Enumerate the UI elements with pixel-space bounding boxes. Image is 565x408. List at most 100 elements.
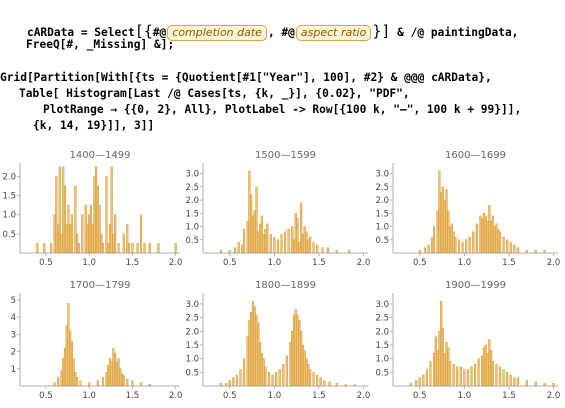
y-tick-label: 5	[11, 296, 16, 306]
x-tick-label: 1.5	[126, 258, 140, 268]
histogram-bar	[219, 383, 222, 387]
y-tick-label: 2	[11, 348, 16, 358]
histogram-bar	[110, 166, 113, 254]
x-tick-label: 0.5	[413, 258, 427, 268]
histogram-bar	[140, 214, 143, 254]
histogram-bar	[292, 239, 296, 254]
histogram-bar	[506, 239, 509, 254]
x-tick-label: 0.5	[39, 391, 53, 401]
histogram-bar	[264, 366, 267, 387]
histogram-bar	[72, 358, 75, 387]
histogram-bar	[438, 331, 441, 387]
histogram-bar	[119, 368, 122, 387]
histogram-bar	[436, 350, 439, 387]
histogram-bar	[459, 366, 462, 387]
histogram-bar	[56, 377, 60, 387]
code-line-6[interactable]: {k, 14, 19}]], 3]]	[33, 119, 155, 132]
histogram-bar	[122, 375, 125, 387]
y-tick-label: 1.5	[2, 192, 16, 202]
histogram-bar	[475, 223, 478, 254]
histogram-bar	[506, 372, 509, 387]
histogram-bar	[484, 344, 487, 387]
x-tick-label: 1.5	[502, 391, 516, 401]
histogram-bar	[415, 380, 418, 387]
histogram-bar	[495, 363, 498, 387]
code-line-1[interactable]: cARData = Select[{#@ completion date, #@ a…	[26, 22, 519, 41]
histogram-panel: 1800—1899 0.5 1.0 1.5 2.0 0.5 1.0 1.5 2.0 2.5 3.0	[185, 280, 370, 401]
histogram-bar	[235, 374, 238, 387]
code-line-5[interactable]: PlotRange → {{0, 2}, All}, PlotLabel -> …	[43, 103, 522, 116]
histogram-bar	[108, 224, 112, 254]
histogram-bar	[328, 381, 331, 387]
y-tick-label: 1.0	[375, 223, 389, 233]
histogram-bar	[484, 215, 487, 254]
histogram-bar	[301, 344, 304, 387]
histogram-bar	[257, 322, 260, 387]
histogram-bar	[55, 176, 58, 254]
histogram-bar	[434, 336, 437, 387]
histogram-bar	[276, 239, 280, 254]
histogram-bar	[126, 378, 129, 387]
y-tick-label: 0.5	[185, 236, 199, 246]
histogram-bar	[294, 213, 297, 254]
code-line-3[interactable]: Grid[Partition[With[{ts = {Quotient[#1["…	[0, 71, 492, 84]
histogram-bar	[114, 353, 117, 387]
histogram-bar	[70, 214, 73, 254]
histogram-bar	[292, 314, 296, 387]
histogram-bar	[445, 189, 448, 254]
histogram-bar	[447, 347, 450, 387]
histogram-bar	[89, 204, 92, 254]
y-tick-label: 1.5	[185, 341, 199, 351]
x-tick-label: 1.0	[268, 258, 282, 268]
histogram-bar	[491, 361, 494, 387]
histogram-bar	[228, 380, 231, 387]
histogram-bar	[74, 185, 77, 254]
histogram-bar	[516, 377, 519, 387]
panel-title: 1700—1799	[70, 280, 131, 291]
y-tick-label: 1	[11, 365, 16, 375]
entity-chip-aspect-ratio[interactable]: aspect ratio	[295, 25, 372, 41]
histogram-bar	[140, 382, 143, 387]
histogram-bar	[461, 242, 464, 254]
histogram-bar	[62, 358, 65, 387]
histogram-bar	[543, 383, 546, 387]
histogram-bar	[454, 236, 457, 254]
histogram-bar	[107, 243, 110, 254]
histogram-bar	[257, 231, 260, 254]
histogram-bar	[490, 350, 493, 387]
panel-title: 1800—1899	[255, 280, 316, 291]
histogram-bar	[105, 176, 108, 254]
histogram-bar	[246, 336, 249, 387]
code-text: #@	[152, 26, 167, 39]
histogram-bar	[126, 224, 129, 254]
histogram-bar	[79, 380, 82, 387]
histogram-bar	[525, 380, 528, 387]
entity-chip-completion-date[interactable]: completion date	[167, 25, 267, 41]
histogram-bar	[69, 224, 72, 254]
y-tick-label: 1.0	[2, 211, 16, 221]
code-line-4[interactable]: Table[ Histogram[Last /@ Cases[ts, {k, _…	[19, 87, 410, 100]
histogram-bar	[157, 243, 160, 254]
histogram-bar	[43, 243, 46, 254]
histogram-bar	[307, 239, 310, 254]
histogram-bar	[296, 218, 299, 254]
histogram-bar	[481, 355, 484, 387]
histogram-bar	[498, 366, 502, 387]
histogram-panel: 1600—1699 0.5 1.0 1.5 2.0 0.5 1.0 1.5 2.0 2.5 3.0	[375, 150, 560, 268]
histogram-bar	[174, 243, 177, 254]
histogram-bar	[260, 215, 263, 254]
histogram-bar	[269, 234, 272, 254]
histogram-panel: 1400—1499 0.5 1.0 1.5 2.0 0.5 1.0 1.5 2.0	[2, 150, 182, 268]
histogram-bar	[251, 301, 255, 387]
histogram-bar	[70, 341, 73, 387]
histogram-bar	[110, 361, 113, 387]
histogram-bar	[470, 366, 473, 387]
histogram-bar	[298, 320, 301, 387]
histogram-bar	[301, 234, 304, 254]
y-tick-label: 1.5	[375, 341, 389, 351]
y-tick-label: 1.5	[375, 209, 389, 219]
code-line-2[interactable]: FreeQ[#, _Missing] &];	[26, 38, 175, 51]
y-tick-label: 2.0	[2, 172, 16, 182]
histogram-bar	[148, 243, 151, 254]
histogram-bar	[93, 176, 96, 254]
